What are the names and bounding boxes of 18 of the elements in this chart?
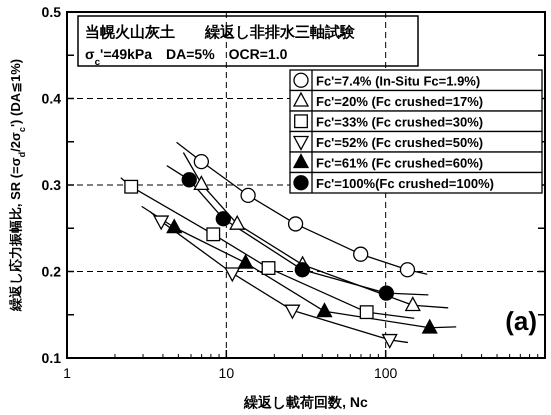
x-tick-label: 1 [63,365,72,381]
legend-label: Fc'=100%(Fc crushed=100%) [316,176,494,191]
y-tick-label: 0.4 [42,90,62,106]
x-axis-title: 繰返し載荷回数, Nc [243,394,368,410]
y-tick-label: 0.1 [42,350,62,366]
legend-label: Fc'=61% (Fc crushed=60%) [316,155,484,170]
legend-label: Fc'=7.4% (In-Situ Fc=1.9%) [316,73,480,88]
legend-label: Fc'=33% (Fc crushed=30%) [316,114,484,130]
x-tick-label: 10 [218,365,234,381]
y-tick-label: 0.3 [42,177,62,193]
annotation: (a) [505,306,537,336]
annotation: 当幌火山灰土 繰返し非排水三軸試験 [85,24,356,41]
x-tick-label: 100 [374,365,398,381]
annotation: σ$_{c}$'=49kPa DA=5% OCR=1.0 [85,46,288,68]
legend-label: Fc'=20% (Fc crushed=17%) [316,94,484,109]
legend-label: Fc'=52% (Fc crushed=50%) [316,134,484,150]
y-tick-label: 0.5 [42,4,62,20]
y-tick-label: 0.2 [42,264,62,280]
